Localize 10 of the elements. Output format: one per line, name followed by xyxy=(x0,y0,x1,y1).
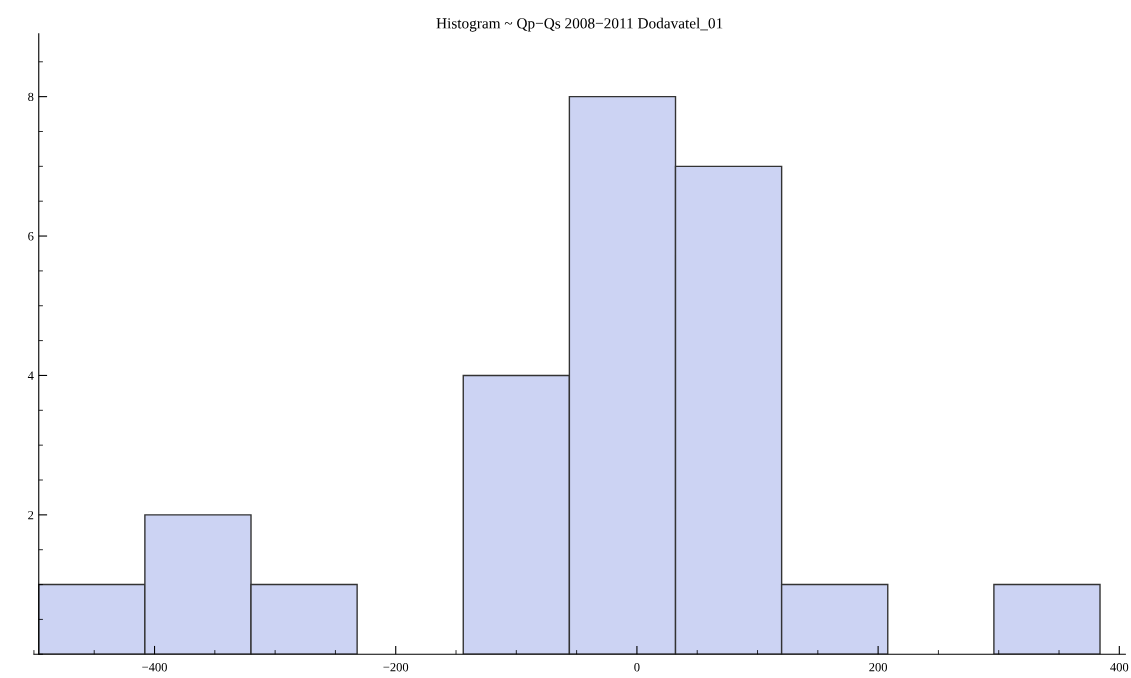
y-tick-label: 2 xyxy=(28,510,34,520)
y-tick-label: 4 xyxy=(27,371,34,380)
x-tick-label: 400 xyxy=(1110,662,1129,672)
x-tick-label: −200 xyxy=(383,662,409,672)
y-tick-label: 8 xyxy=(28,92,34,102)
x-tick-label: −400 xyxy=(142,662,167,672)
x-tick-label: 0 xyxy=(634,662,640,672)
y-tick-label: 6 xyxy=(28,232,34,241)
chart-title: Histogram ~ Qp−Qs 2008−2011 Dodavatel_01 xyxy=(436,17,723,32)
x-tick-label: 200 xyxy=(869,662,888,672)
